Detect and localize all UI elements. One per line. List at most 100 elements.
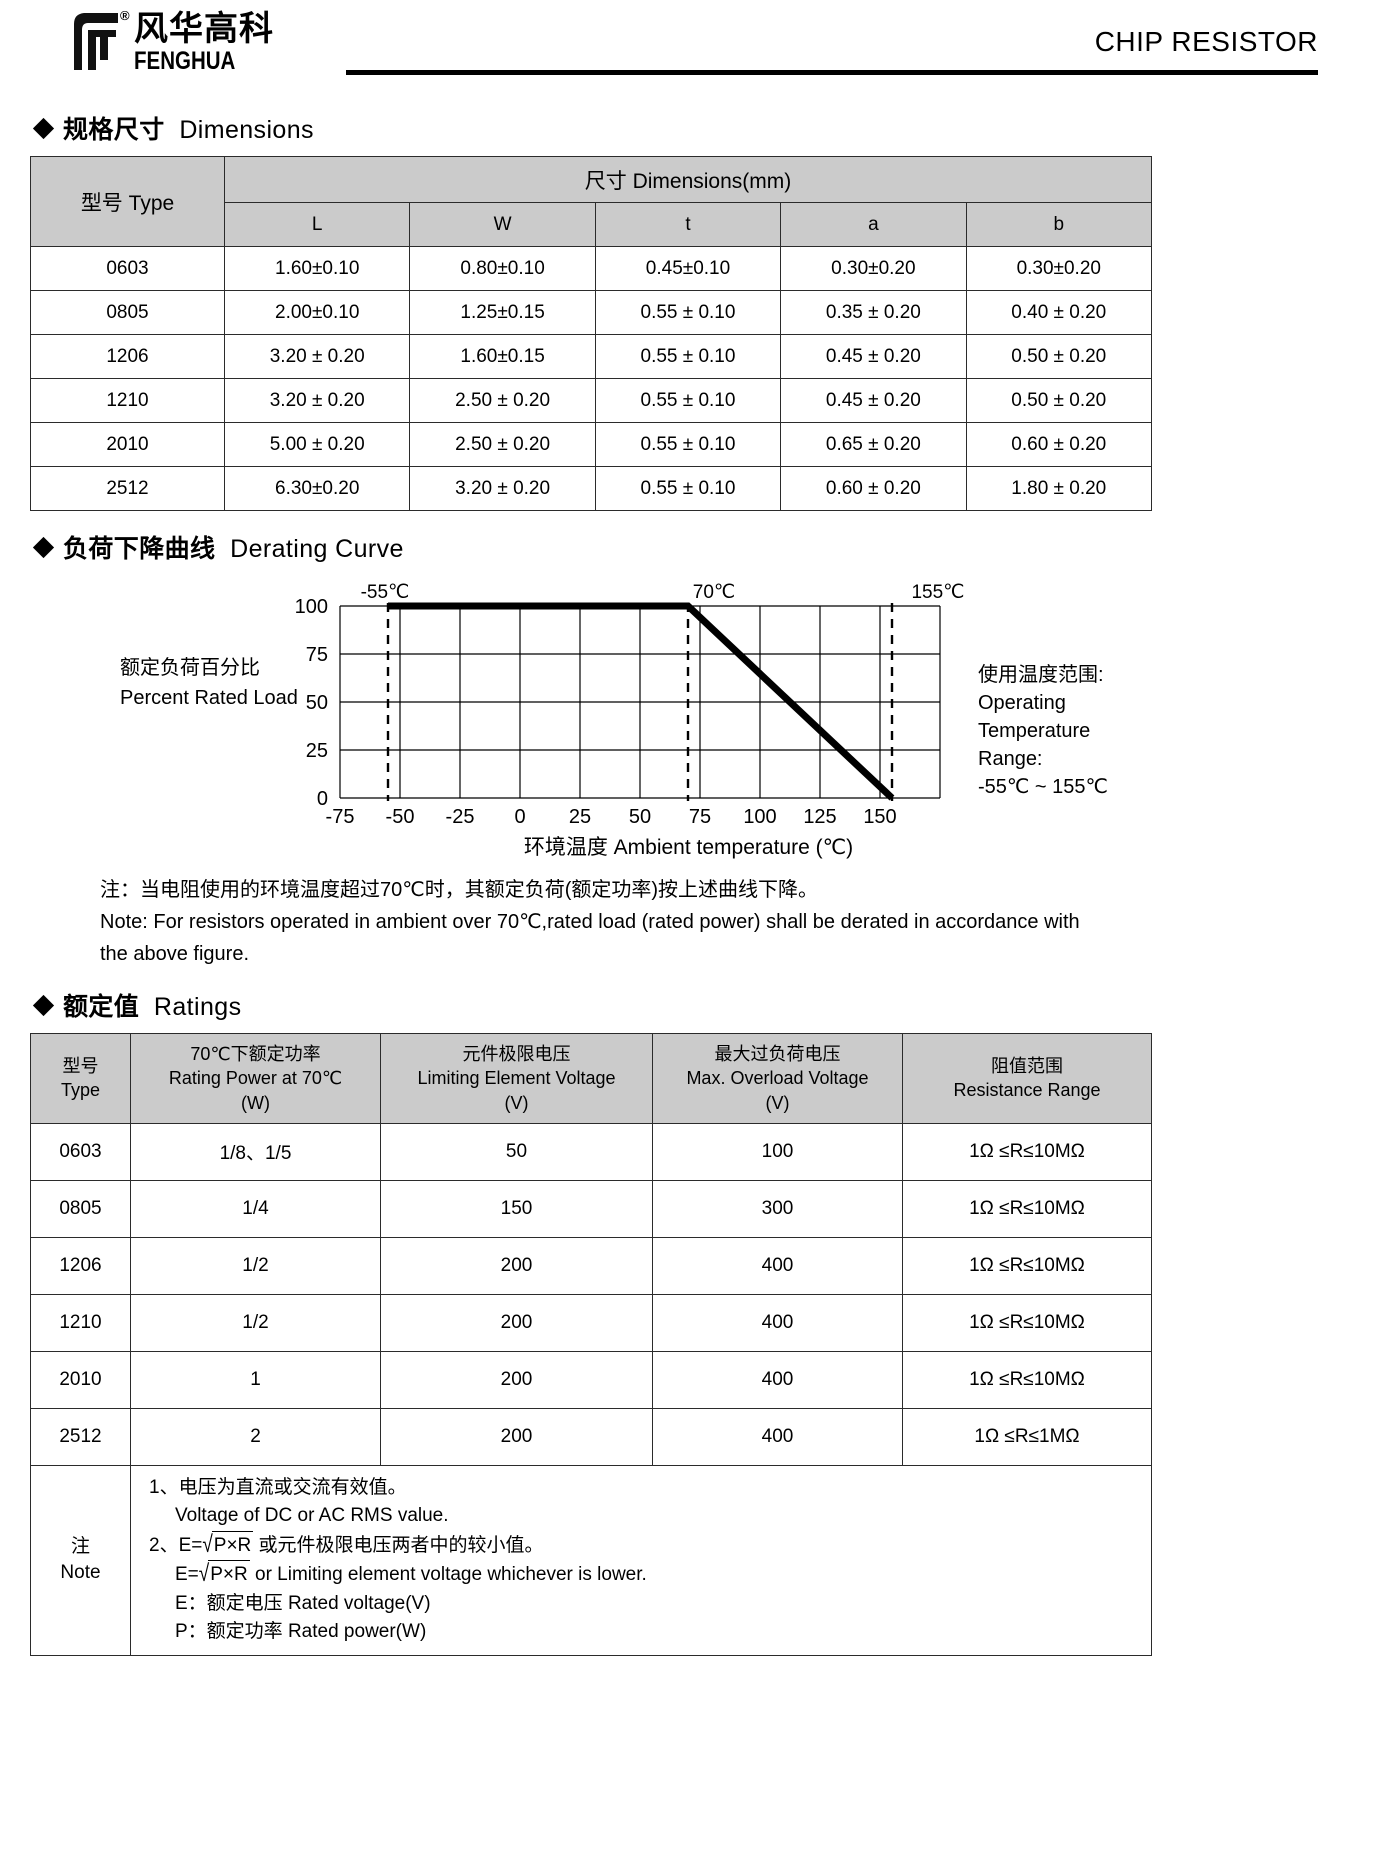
cell-W: 3.20 ± 0.20 bbox=[409, 466, 596, 511]
derating-note: 注：当电阻使用的环境温度超过70℃时，其额定负荷(额定功率)按上述曲线下降。 N… bbox=[100, 875, 1348, 969]
logo-chinese-name: 风华高科 bbox=[134, 9, 274, 49]
dimensions-table-head: 型号 Type 尺寸 Dimensions(mm) L W t a b bbox=[30, 156, 1153, 247]
dimensions-heading: 规格尺寸 Dimensions bbox=[63, 110, 314, 146]
cell-L: 3.20 ± 0.20 bbox=[223, 334, 411, 379]
x-axis-label: 环境温度 Ambient temperature (℃) bbox=[523, 836, 854, 859]
cell-b: 0.30±0.20 bbox=[965, 246, 1153, 291]
cell-W: 2.50 ± 0.20 bbox=[409, 378, 596, 423]
header-right: CHIP RESISTOR bbox=[1095, 26, 1318, 58]
cell-overload: 400 bbox=[652, 1293, 903, 1352]
cell-power: 1/4 bbox=[130, 1179, 381, 1238]
ratings-header-overload: 最大过负荷电压 Max. Overload Voltage (V) bbox=[652, 1033, 903, 1124]
logo-english-name: FENGHUA bbox=[134, 47, 236, 75]
chart-gridlines bbox=[339, 605, 941, 799]
derating-curve-line bbox=[388, 602, 895, 801]
section-heading-dimensions: 规格尺寸 Dimensions bbox=[32, 110, 1348, 146]
logo-text: 风华高科 FENGHUA bbox=[134, 10, 274, 74]
cell-overload: 300 bbox=[652, 1179, 903, 1238]
section-heading-ratings: 额定值 Ratings bbox=[32, 987, 1348, 1023]
ratings-header-limiting: 元件极限电压 Limiting Element Voltage (V) bbox=[380, 1033, 653, 1124]
cell-overload: 400 bbox=[652, 1350, 903, 1409]
cell-power: 2 bbox=[130, 1407, 381, 1466]
note-item2-cn: 2、E=√P×R 或元件极限电压两者中的较小值。 bbox=[149, 1530, 1147, 1561]
cell-W: 2.50 ± 0.20 bbox=[409, 422, 596, 467]
cell-type: 2512 bbox=[30, 1407, 131, 1466]
y-tick-75: 75 bbox=[306, 644, 328, 666]
cell-type: 0603 bbox=[30, 246, 225, 291]
dimensions-subheader-W: W bbox=[409, 202, 596, 247]
note-item2-en-post: or Limiting element voltage whichever is… bbox=[249, 1564, 647, 1586]
cell-a: 0.45 ± 0.20 bbox=[780, 334, 967, 379]
ratings-note-label-en: Note bbox=[60, 1562, 101, 1584]
cell-L: 2.00±0.10 bbox=[223, 290, 411, 335]
ratings-header-overload-en: Max. Overload Voltage bbox=[686, 1068, 869, 1089]
cell-power: 1/2 bbox=[130, 1293, 381, 1352]
ratings-header-range-en: Resistance Range bbox=[953, 1080, 1101, 1101]
cell-W: 1.25±0.15 bbox=[409, 290, 596, 335]
cell-limiting: 50 bbox=[380, 1122, 653, 1181]
cell-range: 1Ω ≤R≤10MΩ bbox=[902, 1293, 1152, 1352]
cell-power: 1/8、1/5 bbox=[130, 1122, 381, 1181]
dimensions-heading-cn: 规格尺寸 bbox=[63, 116, 165, 144]
table-row: 1210 3.20 ± 0.20 2.50 ± 0.20 0.55 ± 0.10… bbox=[30, 378, 1153, 423]
ratings-table: 型号 Type 70℃下额定功率 Rating Power at 70℃ (W)… bbox=[30, 1033, 1152, 1656]
derating-note-cn: 注：当电阻使用的环境温度超过70℃时，其额定负荷(额定功率)按上述曲线下降。 bbox=[100, 879, 819, 901]
note-item2-cn-pre: 2、E= bbox=[149, 1534, 203, 1556]
cell-W: 0.80±0.10 bbox=[409, 246, 596, 291]
ratings-header-overload-unit: (V) bbox=[765, 1092, 790, 1113]
dimensions-subheader-t: t bbox=[594, 202, 782, 247]
x-tick-25: 25 bbox=[569, 806, 591, 825]
cell-b: 0.40 ± 0.20 bbox=[965, 290, 1153, 335]
cell-range: 1Ω ≤R≤10MΩ bbox=[902, 1122, 1152, 1181]
y-tick-0: 0 bbox=[317, 788, 328, 810]
cell-limiting: 200 bbox=[380, 1236, 653, 1295]
cell-t: 0.55 ± 0.10 bbox=[594, 290, 782, 335]
cell-t: 0.55 ± 0.10 bbox=[594, 378, 782, 423]
table-header-row: 型号 Type 尺寸 Dimensions(mm) bbox=[30, 156, 1152, 247]
cell-type: 2512 bbox=[30, 466, 225, 511]
cell-type: 2010 bbox=[30, 422, 225, 467]
chart-reference-lines bbox=[386, 603, 894, 801]
y-axis-label-cn: 额定负荷百分比 bbox=[120, 657, 260, 679]
cell-type: 1210 bbox=[30, 1293, 131, 1352]
annotation-label-70: 70℃ bbox=[693, 582, 735, 603]
cell-a: 0.60 ± 0.20 bbox=[780, 466, 967, 511]
operating-caption-line-3: Range: bbox=[978, 748, 1043, 770]
cell-type: 0603 bbox=[30, 1122, 131, 1181]
cell-L: 1.60±0.10 bbox=[223, 246, 411, 291]
cell-t: 0.45±0.10 bbox=[594, 246, 782, 291]
cell-type: 0805 bbox=[30, 1179, 131, 1238]
table-row: 2010 5.00 ± 0.20 2.50 ± 0.20 0.55 ± 0.10… bbox=[30, 422, 1153, 467]
table-row: 0603 1.60±0.10 0.80±0.10 0.45±0.10 0.30±… bbox=[30, 246, 1153, 291]
cell-t: 0.55 ± 0.10 bbox=[594, 466, 782, 511]
table-header-row: 型号 Type 70℃下额定功率 Rating Power at 70℃ (W)… bbox=[30, 1033, 1152, 1124]
cell-overload: 400 bbox=[652, 1407, 903, 1466]
cell-t: 0.55 ± 0.10 bbox=[594, 334, 782, 379]
x-tick-50: 50 bbox=[629, 806, 651, 825]
note-item4: P：额定功率 Rated power(W) bbox=[175, 1621, 427, 1643]
y-axis-label-en: Percent Rated Load bbox=[120, 687, 298, 709]
ratings-header-limiting-unit: (V) bbox=[504, 1092, 529, 1113]
cell-L: 5.00 ± 0.20 bbox=[223, 422, 411, 467]
section-heading-derating: 负荷下降曲线 Derating Curve bbox=[32, 529, 1348, 565]
y-axis-caption: 额定负荷百分比 Percent Rated Load bbox=[120, 653, 298, 713]
x-tick-minus25: -25 bbox=[446, 806, 475, 825]
dimensions-group-header: 尺寸 Dimensions(mm) bbox=[224, 156, 1152, 203]
note-item2-en: E=√P×R or Limiting element voltage which… bbox=[149, 1560, 1147, 1590]
ratings-note-label: 注 Note bbox=[30, 1464, 131, 1656]
cell-type: 2010 bbox=[30, 1350, 131, 1409]
note-item2-cn-post: 或元件极限电压两者中的较小值。 bbox=[253, 1534, 544, 1556]
ratings-table-body: 0603 1/8、1/5 50 100 1Ω ≤R≤10MΩ 0805 1/4 … bbox=[30, 1122, 1152, 1656]
cell-overload: 400 bbox=[652, 1236, 903, 1295]
note-item3: E：额定电压 Rated voltage(V) bbox=[175, 1592, 431, 1614]
cell-overload: 100 bbox=[652, 1122, 903, 1181]
x-tick-100: 100 bbox=[743, 806, 776, 825]
note-item2-cn-radicand: P×R bbox=[211, 1530, 254, 1561]
cell-a: 0.45 ± 0.20 bbox=[780, 378, 967, 423]
derating-curve-chart: 额定负荷百分比 Percent Rated Load -55℃ 70℃ 155℃… bbox=[30, 575, 1152, 865]
cell-L: 6.30±0.20 bbox=[223, 466, 411, 511]
ratings-note-row: 注 Note 1、电压为直流或交流有效值。 Voltage of DC or A… bbox=[30, 1464, 1152, 1656]
x-tick-75: 75 bbox=[689, 806, 711, 825]
x-tick-minus50: -50 bbox=[386, 806, 415, 825]
page-title: CHIP RESISTOR bbox=[1094, 26, 1318, 57]
